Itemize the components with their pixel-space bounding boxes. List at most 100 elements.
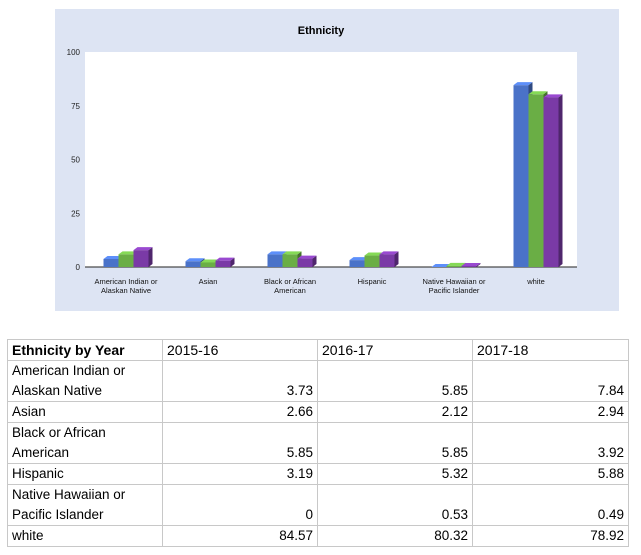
row-label-text: white xyxy=(12,528,44,543)
y-tick-label: 25 xyxy=(71,209,80,218)
chart-panel: Ethnicity 100 75 50 25 0 American Indian or Al… xyxy=(55,9,619,311)
bar-top-face xyxy=(528,91,548,95)
value-cell: 5.85 xyxy=(317,422,473,464)
table-row: white 84.57 80.32 78.92 xyxy=(7,525,629,547)
value-cell: 2.66 xyxy=(162,401,318,423)
bar-top-face xyxy=(446,262,466,266)
bar-top-face xyxy=(364,252,384,256)
y-tick-label: 50 xyxy=(71,156,80,165)
value-cell: 78.92 xyxy=(472,525,629,547)
value-cell: 7.84 xyxy=(472,360,629,402)
value-cell: 3.73 xyxy=(162,360,318,402)
row-label-text: Alaskan Native xyxy=(12,383,103,398)
value-cell: 0 xyxy=(162,484,318,526)
row-label-text: American xyxy=(12,445,70,460)
bar xyxy=(133,247,153,267)
bar-side-face xyxy=(558,94,563,268)
x-tick-label: Black or African American xyxy=(264,277,316,295)
header-cell-2017-18: 2017-18 xyxy=(472,339,629,361)
table-row: Native Hawaiian or Pacific Islander 0 0.53 0… xyxy=(7,484,629,526)
bar-top-face xyxy=(267,251,287,255)
bar-front-face xyxy=(349,260,365,267)
value-cell: 2.12 xyxy=(317,401,473,423)
bar-top-face xyxy=(282,251,302,255)
bar-front-face xyxy=(133,250,149,267)
header-cell-2015-16: 2015-16 xyxy=(162,339,318,361)
x-tick-label: Asian xyxy=(199,277,218,286)
bar-top-face xyxy=(461,262,481,266)
table-row: Black or African American 5.85 5.85 3.92 xyxy=(7,422,629,464)
plot-area: 100 75 50 25 0 American Indian or Alaskan Nati… xyxy=(67,48,577,295)
bar-top-face xyxy=(215,257,235,261)
bar xyxy=(379,251,399,267)
bar-front-face xyxy=(528,94,544,267)
bar xyxy=(215,257,235,267)
bar-top-face xyxy=(349,257,369,261)
bar xyxy=(431,264,451,267)
row-label-text: Native Hawaiian or xyxy=(12,487,126,502)
bar-front-face xyxy=(446,265,462,267)
row-label-text: Black or African xyxy=(12,425,106,440)
row-label-cell: white xyxy=(7,525,163,547)
row-label-cell: Hispanic xyxy=(7,463,163,485)
value-cell: 5.85 xyxy=(162,422,318,464)
bar-front-face xyxy=(185,261,201,267)
row-label-cell: Asian xyxy=(7,401,163,423)
bar-top-face xyxy=(103,255,123,259)
bar-front-face xyxy=(461,265,477,267)
value-cell: 0.53 xyxy=(317,484,473,526)
bar-top-face xyxy=(379,251,399,255)
bar-top-face xyxy=(185,258,205,262)
x-tick-label: Native Hawaiian or Pacific Islander xyxy=(423,277,486,295)
header-cell-label: Ethnicity by Year xyxy=(7,339,163,361)
bar-top-face xyxy=(513,82,533,86)
bar-front-face xyxy=(118,254,134,267)
value-cell: 2.94 xyxy=(472,401,629,423)
y-tick-label: 100 xyxy=(67,48,81,57)
bar-top-face xyxy=(431,264,451,267)
x-tick-label: American Indian or Alaskan Native xyxy=(95,277,158,295)
bar-side-face xyxy=(148,247,153,267)
bar-front-face xyxy=(267,254,283,267)
bar-top-face xyxy=(543,94,563,98)
table-row: American Indian or Alaskan Native 3.73 5.85… xyxy=(7,360,629,402)
row-label-text: Hispanic xyxy=(12,466,64,481)
bar-top-face xyxy=(200,259,220,263)
row-label-text: Asian xyxy=(12,404,46,419)
bar-top-face xyxy=(133,247,153,251)
chart-title: Ethnicity xyxy=(298,25,345,37)
bar-top-face xyxy=(118,251,138,255)
row-label-cell: Native Hawaiian or Pacific Islander xyxy=(7,484,163,526)
table-row: Asian 2.66 2.12 2.94 xyxy=(7,401,629,423)
table-body: American Indian or Alaskan Native 3.73 5.85… xyxy=(7,360,629,547)
bar-front-face xyxy=(200,262,216,267)
value-cell: 5.85 xyxy=(317,360,473,402)
plot-background xyxy=(85,52,577,267)
bar-chart: Ethnicity 100 75 50 25 0 American Indian or Al… xyxy=(67,25,577,295)
bar-top-face xyxy=(297,255,317,259)
table-row: Hispanic 3.19 5.32 5.88 xyxy=(7,463,629,485)
bar-front-face xyxy=(543,97,559,268)
bar xyxy=(543,94,563,268)
bar-front-face xyxy=(282,254,298,267)
bar-front-face xyxy=(364,255,380,267)
bar-front-face xyxy=(297,258,313,267)
bar xyxy=(461,262,481,267)
value-cell: 5.88 xyxy=(472,463,629,485)
value-cell: 0.49 xyxy=(472,484,629,526)
bar xyxy=(297,255,317,267)
bar-side-face xyxy=(476,262,481,267)
header-cell-2016-17: 2016-17 xyxy=(317,339,473,361)
value-cell: 5.32 xyxy=(317,463,473,485)
x-tick-label: Hispanic xyxy=(358,277,387,286)
ethnicity-table: Ethnicity by Year 2015-16 2016-17 2017-1… xyxy=(7,339,629,547)
y-tick-label: 75 xyxy=(71,102,80,111)
row-label-cell: Black or African American xyxy=(7,422,163,464)
bar-side-face xyxy=(230,257,235,267)
value-cell: 84.57 xyxy=(162,525,318,547)
bar-front-face xyxy=(215,260,231,267)
value-cell: 3.19 xyxy=(162,463,318,485)
row-label-text: American Indian or xyxy=(12,363,126,378)
bar-side-face xyxy=(312,255,317,267)
row-label-cell: American Indian or Alaskan Native xyxy=(7,360,163,402)
